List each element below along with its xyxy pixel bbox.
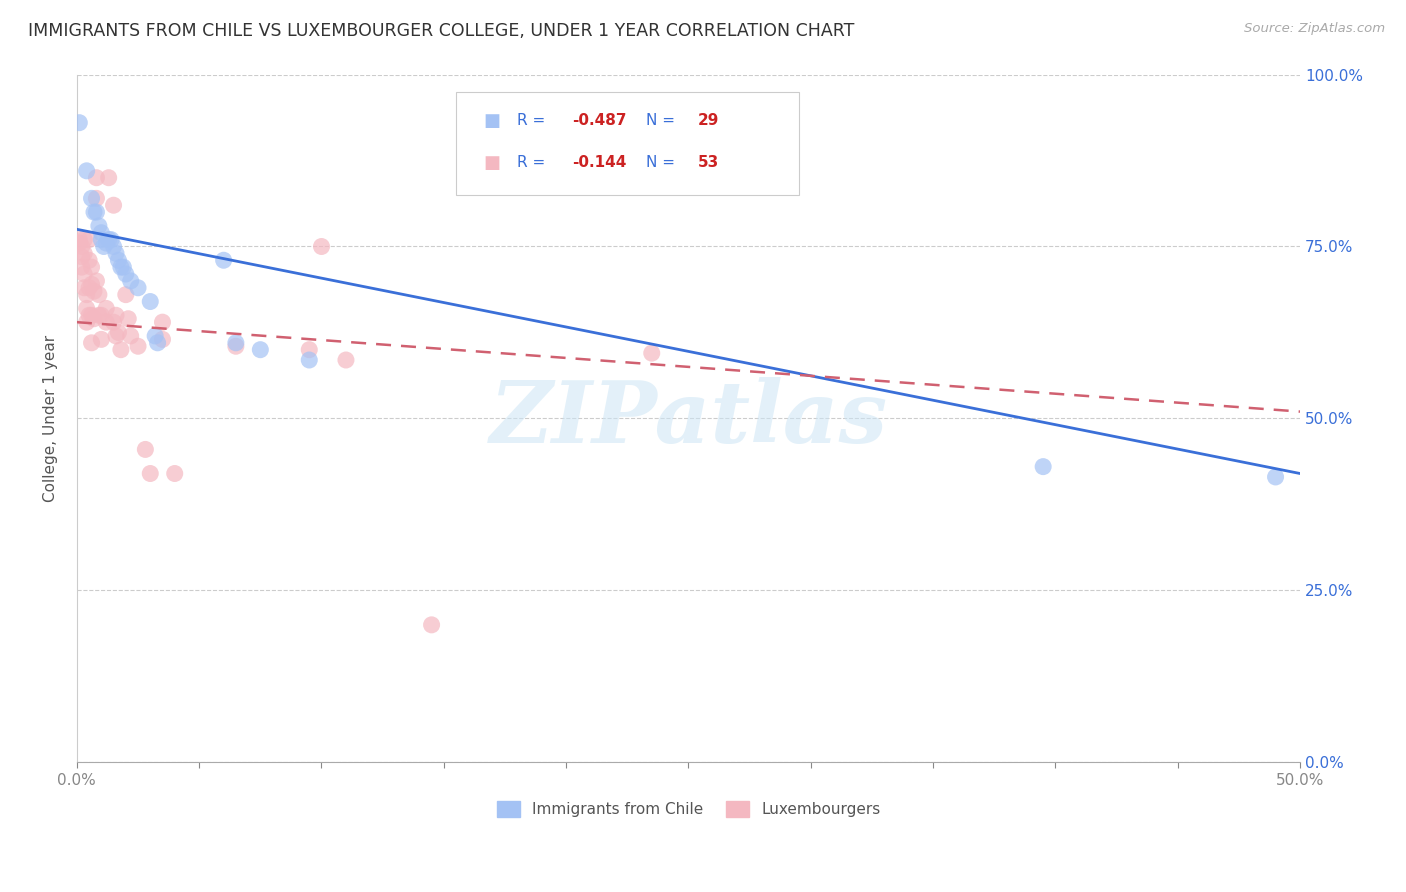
Y-axis label: College, Under 1 year: College, Under 1 year [44, 334, 58, 502]
Point [114, 267, 136, 281]
Text: N =: N = [645, 155, 679, 170]
Point [73, 267, 96, 281]
Point [112, 260, 135, 274]
Text: N =: N = [645, 113, 679, 128]
Text: 29: 29 [699, 113, 720, 128]
Point [76, 301, 98, 316]
Text: -0.144: -0.144 [572, 155, 627, 170]
Point [105, 308, 128, 322]
Point [76, 164, 98, 178]
Point [73, 233, 96, 247]
Point [77, 253, 100, 268]
Text: -0.487: -0.487 [572, 113, 627, 128]
Point [143, 329, 166, 343]
Point [80, 308, 103, 322]
Point [83, 205, 105, 219]
Point [87, 287, 110, 301]
Point [77, 308, 100, 322]
Point [90, 233, 112, 247]
Point [152, 315, 174, 329]
Point [139, 294, 162, 309]
Point [225, 335, 247, 350]
Point [134, 442, 156, 457]
Point [114, 287, 136, 301]
Point [163, 467, 186, 481]
Point [110, 343, 132, 357]
Point [76, 287, 98, 301]
Point [73, 246, 96, 260]
Point [110, 260, 132, 274]
Point [120, 329, 142, 343]
Point [67, 116, 90, 130]
Point [298, 343, 321, 357]
Point [100, 233, 122, 247]
Point [83, 284, 105, 298]
Point [87, 219, 110, 233]
Point [298, 353, 321, 368]
Point [87, 308, 110, 322]
Point [73, 281, 96, 295]
Point [90, 226, 112, 240]
Point [86, 170, 108, 185]
Point [1032, 459, 1054, 474]
Text: ■: ■ [482, 112, 501, 129]
Point [93, 239, 115, 253]
Point [67, 235, 90, 250]
Point [70, 239, 93, 253]
FancyBboxPatch shape [456, 92, 799, 195]
Point [77, 233, 100, 247]
Point [420, 618, 443, 632]
Point [76, 315, 98, 329]
Point [103, 315, 125, 329]
Text: Source: ZipAtlas.com: Source: ZipAtlas.com [1244, 22, 1385, 36]
Point [86, 274, 108, 288]
Text: ZIPatlas: ZIPatlas [489, 376, 887, 460]
Text: IMMIGRANTS FROM CHILE VS LUXEMBOURGER COLLEGE, UNDER 1 YEAR CORRELATION CHART: IMMIGRANTS FROM CHILE VS LUXEMBOURGER CO… [28, 22, 855, 40]
Point [97, 170, 120, 185]
Point [117, 311, 139, 326]
Point [311, 239, 333, 253]
Point [80, 277, 103, 292]
Point [86, 191, 108, 205]
Point [127, 339, 149, 353]
Point [67, 233, 90, 247]
Point [96, 301, 118, 316]
Point [90, 308, 112, 322]
Point [335, 353, 357, 368]
Point [225, 339, 247, 353]
Text: R =: R = [517, 113, 550, 128]
Point [96, 315, 118, 329]
Point [212, 253, 235, 268]
Point [70, 250, 93, 264]
Point [249, 343, 271, 357]
Point [80, 260, 103, 274]
Point [139, 467, 162, 481]
Point [80, 191, 103, 205]
Point [80, 335, 103, 350]
Point [90, 332, 112, 346]
Point [1264, 470, 1286, 484]
Point [77, 281, 100, 295]
Point [105, 246, 128, 260]
Point [83, 311, 105, 326]
Text: R =: R = [517, 155, 550, 170]
Point [103, 198, 125, 212]
Point [120, 274, 142, 288]
Point [105, 329, 128, 343]
Point [103, 239, 125, 253]
Point [97, 233, 120, 247]
Point [70, 260, 93, 274]
Point [86, 205, 108, 219]
Point [152, 332, 174, 346]
Point [96, 235, 118, 250]
Point [127, 281, 149, 295]
Text: ■: ■ [482, 153, 501, 171]
Point [107, 253, 129, 268]
Text: 53: 53 [699, 155, 720, 170]
Point [146, 335, 169, 350]
Point [641, 346, 664, 360]
Legend: Immigrants from Chile, Luxembourgers: Immigrants from Chile, Luxembourgers [491, 796, 886, 823]
Point [107, 326, 129, 340]
